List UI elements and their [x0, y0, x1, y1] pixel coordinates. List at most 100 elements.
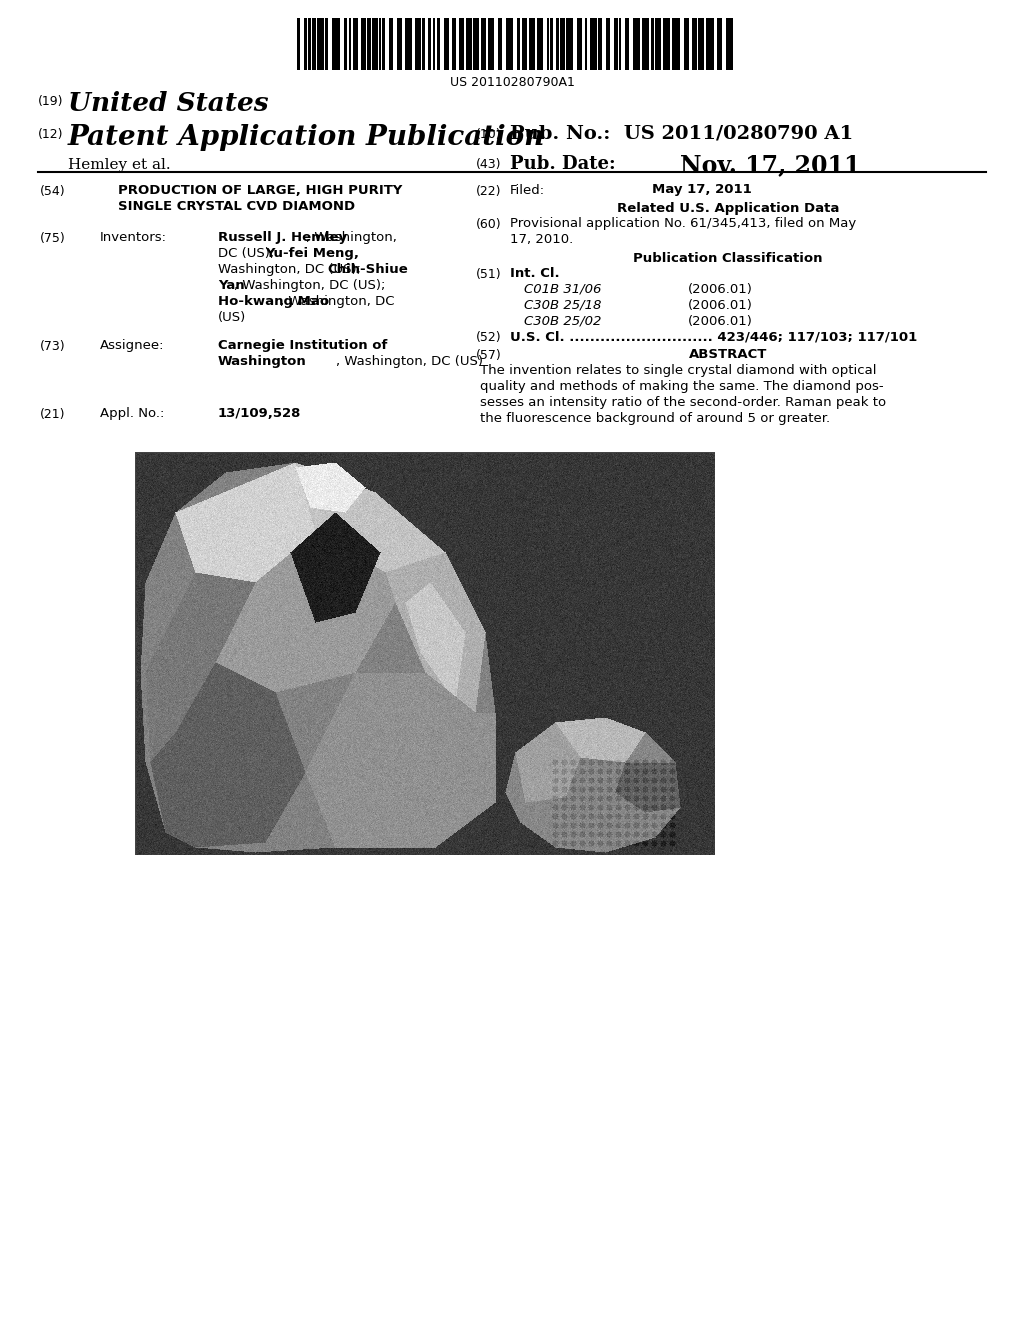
Bar [651, 18, 654, 70]
Bar [692, 18, 697, 70]
Bar [312, 18, 316, 70]
Bar [598, 18, 602, 70]
Text: , Washington, DC (US);: , Washington, DC (US); [233, 279, 385, 292]
Text: , Washington, DC (US): , Washington, DC (US) [336, 355, 483, 368]
Bar [726, 18, 733, 70]
Text: Int. Cl.: Int. Cl. [510, 267, 560, 280]
Text: (51): (51) [476, 268, 502, 281]
Text: (54): (54) [40, 185, 66, 198]
Text: 13/109,528: 13/109,528 [218, 407, 301, 420]
Bar [655, 18, 662, 70]
Bar [684, 18, 689, 70]
Bar [437, 18, 440, 70]
Bar [349, 18, 351, 70]
Text: sesses an intensity ratio of the second-order. Raman peak to: sesses an intensity ratio of the second-… [480, 396, 886, 409]
Text: (22): (22) [476, 185, 502, 198]
Bar [556, 18, 559, 70]
Text: , Washington,: , Washington, [306, 231, 397, 244]
Text: Assignee:: Assignee: [100, 339, 165, 352]
Text: (57): (57) [476, 348, 502, 362]
Bar [466, 18, 472, 70]
Bar [367, 18, 371, 70]
Bar [325, 18, 328, 70]
Text: C30B 25/18: C30B 25/18 [524, 300, 601, 312]
Text: Washington: Washington [218, 355, 307, 368]
Text: the fluorescence background of around 5 or greater.: the fluorescence background of around 5 … [480, 412, 830, 425]
Text: DC (US);: DC (US); [218, 247, 279, 260]
Text: (60): (60) [476, 218, 502, 231]
Bar [590, 18, 597, 70]
Bar [717, 18, 722, 70]
Bar [560, 18, 565, 70]
Bar [304, 18, 307, 70]
Bar [473, 18, 479, 70]
Bar [614, 18, 618, 70]
Bar [379, 18, 381, 70]
Text: Appl. No.:: Appl. No.: [100, 407, 165, 420]
Text: U.S. Cl. ............................ 423/446; 117/103; 117/101: U.S. Cl. ............................ 42… [510, 330, 918, 343]
Bar [537, 18, 543, 70]
Bar [444, 18, 449, 70]
Bar [422, 18, 425, 70]
Text: (43): (43) [476, 158, 502, 172]
Bar [698, 18, 705, 70]
Text: quality and methods of making the same. The diamond pos-: quality and methods of making the same. … [480, 380, 884, 393]
Bar [488, 18, 494, 70]
Text: The invention relates to single crystal diamond with optical: The invention relates to single crystal … [480, 364, 877, 378]
Text: (21): (21) [40, 408, 66, 421]
Text: Pub. No.:  US 2011/0280790 A1: Pub. No.: US 2011/0280790 A1 [510, 124, 853, 143]
Bar [382, 18, 385, 70]
Text: Pub. Date:: Pub. Date: [510, 154, 615, 173]
Bar [361, 18, 366, 70]
Bar [506, 18, 513, 70]
Bar [663, 18, 670, 70]
Text: Inventors:: Inventors: [100, 231, 167, 244]
Text: Hemley et al.: Hemley et al. [68, 158, 171, 172]
Bar [459, 18, 464, 70]
Text: (2006.01): (2006.01) [688, 315, 753, 327]
Text: Nov. 17, 2011: Nov. 17, 2011 [680, 153, 860, 177]
Text: (75): (75) [40, 232, 66, 246]
Bar [550, 18, 553, 70]
Text: PRODUCTION OF LARGE, HIGH PURITY: PRODUCTION OF LARGE, HIGH PURITY [118, 183, 402, 197]
Text: Chih-Shiue: Chih-Shiue [328, 263, 408, 276]
Bar [406, 18, 412, 70]
Text: Washington, DC (US);: Washington, DC (US); [218, 263, 366, 276]
Bar [344, 18, 347, 70]
Text: United States: United States [68, 91, 268, 116]
Bar [353, 18, 358, 70]
Bar [397, 18, 402, 70]
Bar [452, 18, 456, 70]
Bar [625, 18, 629, 70]
Text: (2006.01): (2006.01) [688, 282, 753, 296]
Bar [642, 18, 649, 70]
Bar [372, 18, 378, 70]
Bar [618, 18, 621, 70]
Text: (12): (12) [38, 128, 63, 141]
Bar [577, 18, 582, 70]
Bar [522, 18, 527, 70]
Text: Filed:: Filed: [510, 183, 545, 197]
Text: Yan: Yan [218, 279, 245, 292]
Bar [415, 18, 421, 70]
Bar [498, 18, 502, 70]
Bar [428, 18, 431, 70]
Bar [633, 18, 640, 70]
Bar [433, 18, 435, 70]
Text: (10): (10) [476, 128, 502, 141]
Text: Ho-kwang Mao: Ho-kwang Mao [218, 294, 329, 308]
Text: Provisional application No. 61/345,413, filed on May: Provisional application No. 61/345,413, … [510, 216, 856, 230]
Text: Publication Classification: Publication Classification [633, 252, 822, 265]
Text: Carnegie Institution of: Carnegie Institution of [218, 339, 387, 352]
Text: Yu-fei Meng,: Yu-fei Meng, [265, 247, 358, 260]
Text: C01B 31/06: C01B 31/06 [524, 282, 601, 296]
Bar [297, 18, 300, 70]
Bar [566, 18, 573, 70]
Bar [672, 18, 680, 70]
Text: (2006.01): (2006.01) [688, 300, 753, 312]
Text: Related U.S. Application Data: Related U.S. Application Data [616, 202, 840, 215]
Text: C30B 25/02: C30B 25/02 [524, 315, 601, 327]
Bar [308, 18, 311, 70]
Bar [547, 18, 549, 70]
Text: 17, 2010.: 17, 2010. [510, 234, 573, 246]
